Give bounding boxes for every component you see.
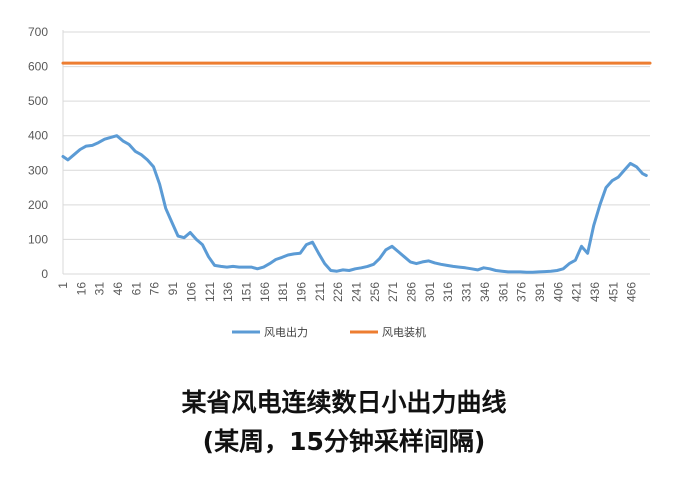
x-tick-label: 451 [606,282,620,302]
x-tick-label: 16 [74,282,88,296]
x-tick-label: 331 [460,282,474,302]
x-tick-label: 76 [148,282,162,296]
x-tick-label: 226 [331,282,345,302]
y-tick-label: 0 [41,267,48,281]
x-tick-label: 301 [423,282,437,302]
legend: 风电出力 风电装机 [232,325,426,339]
y-tick-label: 700 [28,25,48,39]
x-tick-label: 46 [111,282,125,296]
x-tick-label: 151 [239,282,253,302]
x-tick-label: 136 [221,282,235,302]
x-tick-label: 256 [368,282,382,302]
legend-label: 风电出力 [264,325,308,339]
series-lines [61,61,652,274]
x-tick-label: 361 [496,282,510,302]
y-tick-label: 500 [28,94,48,108]
y-tick-label: 600 [28,60,48,74]
x-tick-label: 316 [441,282,455,302]
x-tick-label: 61 [129,282,143,296]
y-tick-label: 200 [28,198,48,212]
caption-title: 某省风电连续数日小出力曲线 [181,388,507,417]
legend-label: 风电装机 [382,325,426,339]
x-tick-label: 466 [625,282,639,302]
y-tick-label: 300 [28,163,48,177]
y-axis-ticks: 0 100 200 300 400 500 600 700 [28,25,48,281]
x-tick-label: 406 [551,282,565,302]
x-tick-label: 286 [405,282,419,302]
x-tick-label: 391 [533,282,547,302]
x-tick-label: 91 [166,282,180,296]
series-line [61,134,648,274]
x-tick-label: 271 [386,282,400,302]
x-tick-label: 241 [350,282,364,302]
caption-subtitle: (某周，15分钟采样间隔) [202,427,486,456]
x-tick-label: 436 [588,282,602,302]
x-tick-label: 376 [515,282,529,302]
x-tick-label: 421 [570,282,584,302]
x-tick-label: 211 [313,282,327,301]
x-tick-label: 121 [203,282,217,302]
x-tick-label: 31 [93,282,107,296]
x-axis-ticks: 1 16 31 46 61 76 91 106 121 136 151 166 181 196 211 226… [56,282,639,302]
x-tick-label: 181 [276,282,290,302]
x-tick-label: 196 [294,282,308,302]
x-tick-label: 166 [258,282,272,302]
x-tick-label: 1 [56,282,70,289]
x-tick-label: 346 [478,282,492,302]
x-tick-label: 106 [184,282,198,302]
y-tick-label: 100 [28,232,48,246]
y-tick-label: 400 [28,129,48,143]
gridlines [63,31,650,240]
